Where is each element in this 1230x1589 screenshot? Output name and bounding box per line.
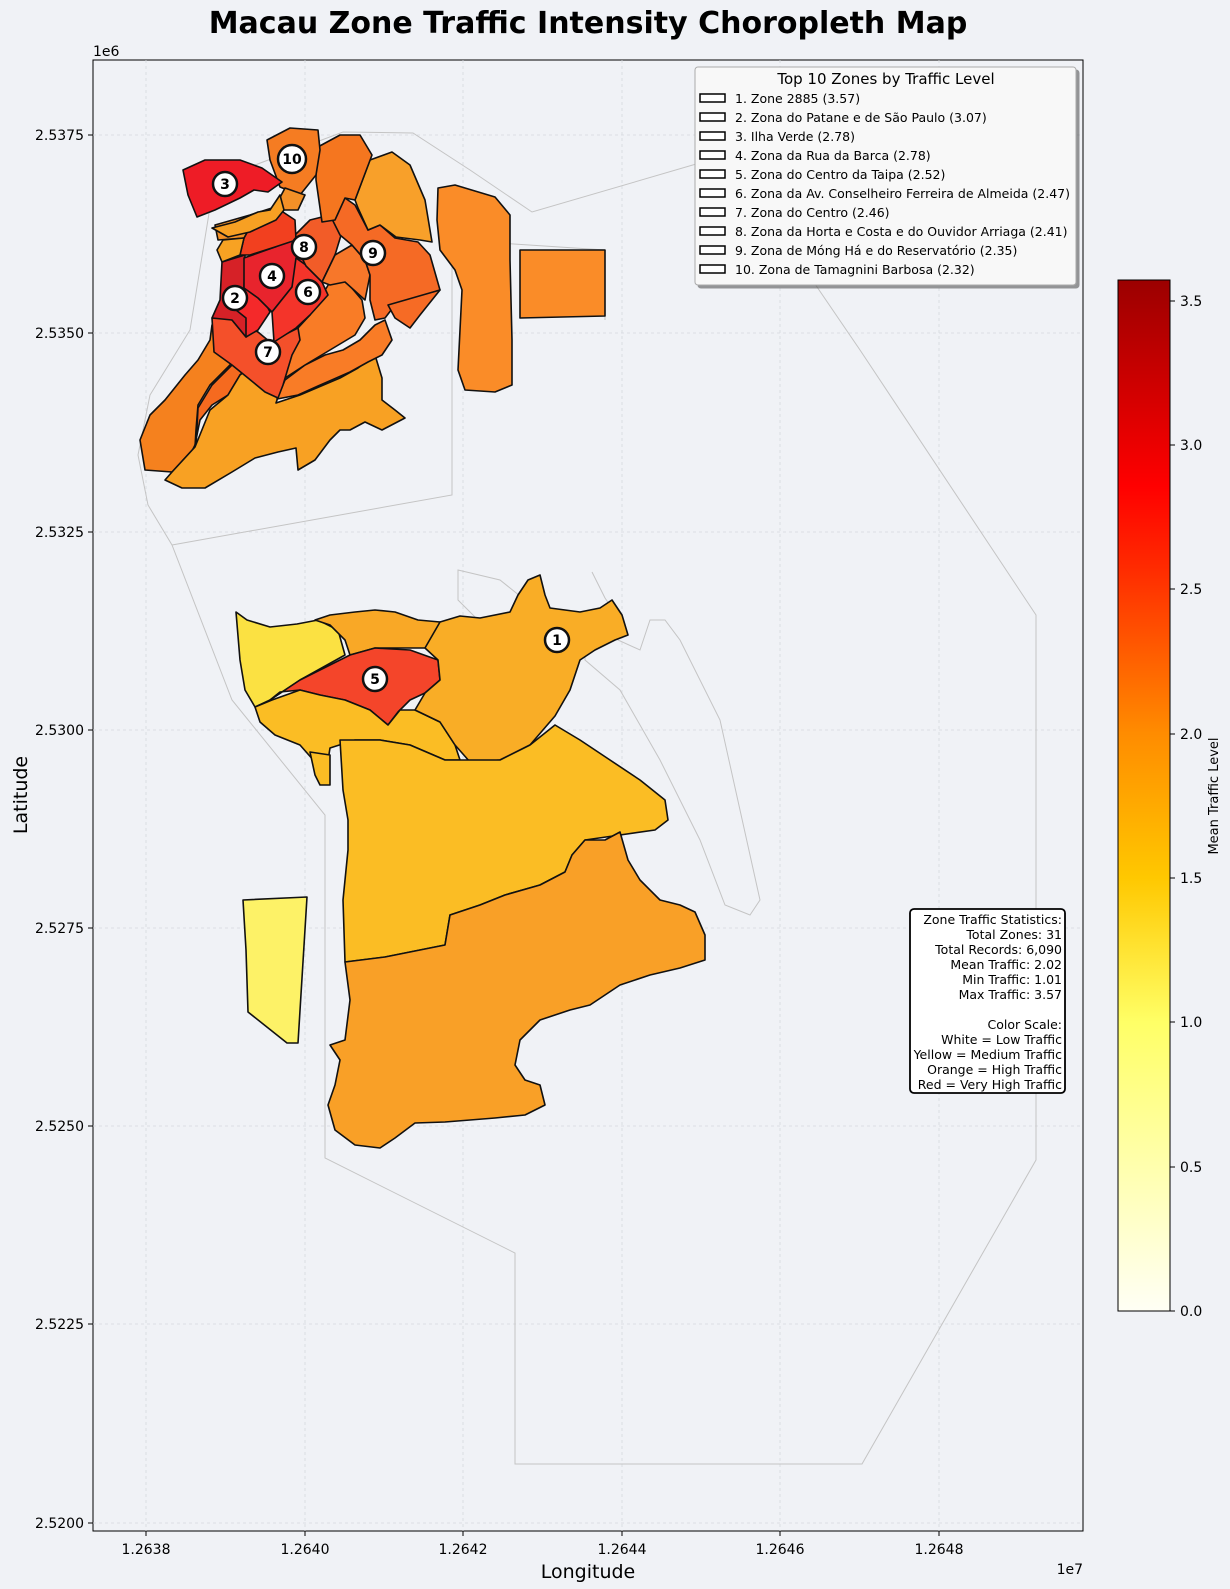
stats-line: Red = Very High Traffic xyxy=(918,1077,1062,1092)
colorbar-label: Mean Traffic Level xyxy=(1207,737,1222,854)
svg-text:7. Zona do Centro (2.46): 7. Zona do Centro (2.46) xyxy=(735,205,890,220)
colorbar-tick-label: 3.0 xyxy=(1180,438,1202,454)
svg-text:10. Zona de Tamagnini Barbosa: 10. Zona de Tamagnini Barbosa (2.32) xyxy=(735,262,975,277)
stats-line: Max Traffic: 3.57 xyxy=(959,987,1062,1002)
y-offset-label: 1e6 xyxy=(93,44,120,60)
zone-marker-3[interactable]: 3 xyxy=(211,170,239,198)
colorbar-tick-label: 2.5 xyxy=(1180,582,1202,598)
zones-islands xyxy=(235,574,706,1149)
svg-text:1: 1 xyxy=(552,633,562,649)
y-axis: 2.5375 2.5350 2.5325 2.5300 2.5275 2.525… xyxy=(10,44,120,1532)
zone-marker-2[interactable]: 2 xyxy=(221,284,249,312)
legend-title: Top 10 Zones by Traffic Level xyxy=(776,70,994,88)
svg-text:9. Zona de Móng Há e do Reserv: 9. Zona de Móng Há e do Reservatório (2.… xyxy=(735,243,1017,258)
stats-line: Total Zones: 31 xyxy=(965,927,1062,942)
stats-line: Min Traffic: 1.01 xyxy=(962,972,1062,987)
svg-text:4. Zona da Rua da Barca (2.78): 4. Zona da Rua da Barca (2.78) xyxy=(735,148,931,163)
zone-marker-7[interactable]: 7 xyxy=(254,338,282,366)
map-title: Macau Zone Traffic Intensity Choropleth … xyxy=(209,6,968,41)
x-tick-label: 1.2642 xyxy=(439,1542,488,1558)
colorbar-tick-label: 1.0 xyxy=(1180,1015,1202,1031)
y-tick-label: 2.5300 xyxy=(35,723,84,739)
colorbar: 0.0 0.5 1.0 1.5 2.0 2.5 3.0 3.5 Mean Tra… xyxy=(1117,279,1222,1320)
x-tick-label: 1.2648 xyxy=(915,1542,964,1558)
legend-item: 1. Zone 2885 (3.57) xyxy=(699,91,860,106)
x-axis: 1.2638 1.2640 1.2642 1.2644 1.2646 1.264… xyxy=(122,1531,1083,1583)
svg-text:7: 7 xyxy=(263,345,273,361)
stats-line: Mean Traffic: 2.02 xyxy=(950,957,1062,972)
x-tick-label: 1.2640 xyxy=(281,1542,330,1558)
zone-marker-5[interactable]: 5 xyxy=(361,665,389,693)
legend-content: Top 10 Zones by Traffic Level 1. Zone 28… xyxy=(699,70,1070,277)
svg-text:6. Zona da Av. Conselheiro Fer: 6. Zona da Av. Conselheiro Ferreira de A… xyxy=(735,186,1070,201)
legend-item: 9. Zona de Móng Há e do Reservatório (2.… xyxy=(699,243,1017,258)
zone-marker-10[interactable]: 10 xyxy=(276,143,308,175)
svg-text:9: 9 xyxy=(368,246,378,262)
stats-line: Orange = High Traffic xyxy=(927,1062,1062,1077)
x-tick-label: 1.2646 xyxy=(756,1542,805,1558)
zone-marker-6[interactable]: 6 xyxy=(294,278,322,306)
zone-marker-9[interactable]: 9 xyxy=(359,239,387,267)
stats-line: Yellow = Medium Traffic xyxy=(913,1047,1063,1062)
stats-line: Zone Traffic Statistics: xyxy=(923,912,1062,927)
legend-item: 2. Zona do Patane e de São Paulo (3.07) xyxy=(699,110,987,125)
stats-line: White = Low Traffic xyxy=(941,1032,1062,1047)
svg-text:10: 10 xyxy=(282,152,302,168)
zone-markers: 1 2 3 4 5 6 7 8 xyxy=(211,143,571,693)
svg-text:2: 2 xyxy=(230,291,240,307)
colorbar-tick-label: 0.5 xyxy=(1180,1160,1202,1176)
legend-item: 10. Zona de Tamagnini Barbosa (2.32) xyxy=(699,262,975,277)
legend xyxy=(694,66,1077,286)
svg-text:3: 3 xyxy=(220,177,230,193)
svg-text:3. Ilha Verde (2.78): 3. Ilha Verde (2.78) xyxy=(735,129,855,144)
stats-line: Color Scale: xyxy=(988,1017,1062,1032)
svg-text:5. Zona do Centro da Taipa (2.: 5. Zona do Centro da Taipa (2.52) xyxy=(735,167,945,182)
colorbar-tick-label: 1.5 xyxy=(1180,871,1202,887)
y-tick-label: 2.5200 xyxy=(35,1516,84,1532)
stats-line: Total Records: 6,090 xyxy=(934,942,1062,957)
y-axis-label: Latitude xyxy=(10,756,32,834)
y-tick-label: 2.5225 xyxy=(35,1317,84,1333)
legend-item: 3. Ilha Verde (2.78) xyxy=(699,129,855,144)
legend-item: 4. Zona da Rua da Barca (2.78) xyxy=(699,148,931,163)
x-axis-label: Longitude xyxy=(541,1561,636,1583)
zone-marker-8[interactable]: 8 xyxy=(290,233,318,261)
svg-text:5: 5 xyxy=(370,672,380,688)
zone-marker-1[interactable]: 1 xyxy=(543,626,571,654)
x-offset-label: 1e7 xyxy=(1057,1562,1083,1578)
y-tick-label: 2.5375 xyxy=(35,128,84,144)
svg-text:8: 8 xyxy=(299,240,309,256)
x-tick-label: 1.2638 xyxy=(122,1542,171,1558)
svg-text:4: 4 xyxy=(267,269,277,285)
svg-text:6: 6 xyxy=(303,285,313,301)
legend-item: 8. Zona da Horta e Costa e do Ouvidor Ar… xyxy=(699,224,1067,239)
y-tick-label: 2.5250 xyxy=(35,1119,84,1135)
colorbar-tick-label: 0.0 xyxy=(1180,1304,1202,1320)
svg-text:8. Zona da Horta e Costa e do: 8. Zona da Horta e Costa e do Ouvidor Ar… xyxy=(735,224,1067,239)
colorbar-tick-label: 2.0 xyxy=(1180,727,1202,743)
svg-text:1. Zone 2885 (3.57): 1. Zone 2885 (3.57) xyxy=(735,91,860,106)
y-tick-label: 2.5350 xyxy=(35,326,84,342)
legend-item: 5. Zona do Centro da Taipa (2.52) xyxy=(699,167,945,182)
colorbar-gradient xyxy=(1117,279,1171,1312)
zone-marker-4[interactable]: 4 xyxy=(258,262,286,290)
legend-item: 6. Zona da Av. Conselheiro Ferreira de A… xyxy=(699,186,1070,201)
y-tick-label: 2.5325 xyxy=(35,525,84,541)
svg-text:2. Zona do Patane e de São Pau: 2. Zona do Patane e de São Paulo (3.07) xyxy=(735,110,987,125)
x-tick-label: 1.2644 xyxy=(598,1542,647,1558)
legend-item: 7. Zona do Centro (2.46) xyxy=(699,205,890,220)
y-tick-label: 2.5275 xyxy=(35,921,84,937)
stats-box: Zone Traffic Statistics: Total Zones: 31… xyxy=(909,908,1066,1094)
colorbar-tick-label: 3.5 xyxy=(1180,294,1202,310)
